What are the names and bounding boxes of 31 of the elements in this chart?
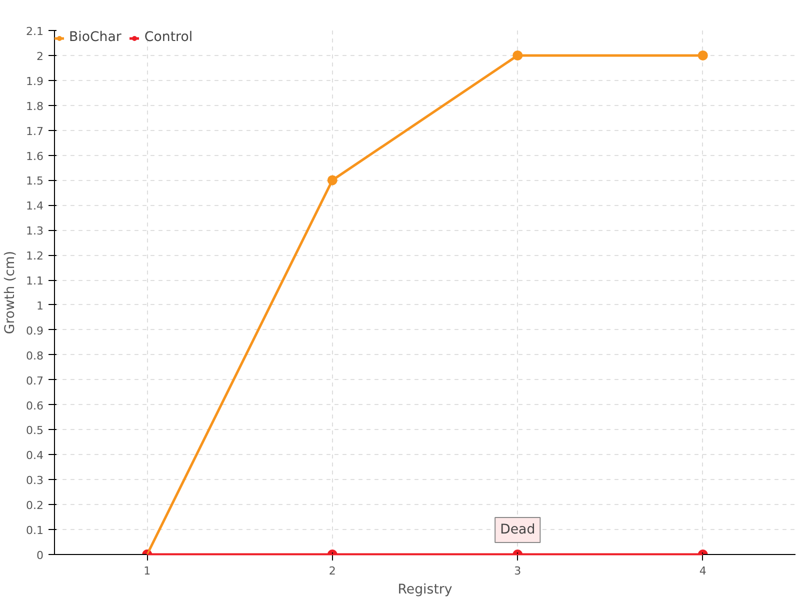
y-tick-label: 1 (36, 299, 44, 312)
y-tick-label: 0.8 (26, 349, 44, 362)
y-tick-label: 1.1 (26, 274, 44, 288)
legend-label: BioChar (69, 30, 122, 45)
x-tick-label: 4 (699, 564, 706, 578)
y-tick-label: 0.1 (26, 524, 44, 538)
y-tick-label: 1.6 (26, 150, 44, 163)
y-tick-label: 1.7 (26, 124, 44, 138)
y-tick-label: 1.5 (26, 174, 44, 188)
x-tick-label: 1 (144, 564, 151, 578)
y-tick-label: 1.3 (26, 224, 44, 238)
y-tick-label: 0.3 (26, 474, 44, 488)
y-tick-label: 1.4 (26, 200, 44, 213)
y-tick-label: 0.5 (26, 424, 44, 438)
y-tick-label: 0.9 (26, 324, 44, 338)
y-tick-label: 0.7 (26, 374, 44, 388)
x-axis-title: Registry (398, 582, 452, 598)
legend-label: Control (144, 30, 193, 45)
y-tick-label: 0.4 (26, 449, 44, 462)
x-tick-label: 3 (514, 564, 522, 578)
annotation: Dead (500, 522, 536, 538)
y-tick-label: 1.2 (26, 250, 44, 263)
y-tick-label: 2 (36, 50, 44, 63)
y-tick-label: 2.1 (26, 25, 44, 38)
y-tick-label: 1.9 (26, 74, 44, 88)
x-tick-label: 2 (328, 564, 336, 578)
y-tick-label: 0.2 (26, 499, 44, 512)
y-axis-title: Growth (cm) (3, 250, 18, 334)
y-tick-label: 0 (36, 549, 44, 562)
y-tick-label: 1.8 (26, 100, 44, 113)
y-tick-label: 0.6 (26, 399, 44, 412)
